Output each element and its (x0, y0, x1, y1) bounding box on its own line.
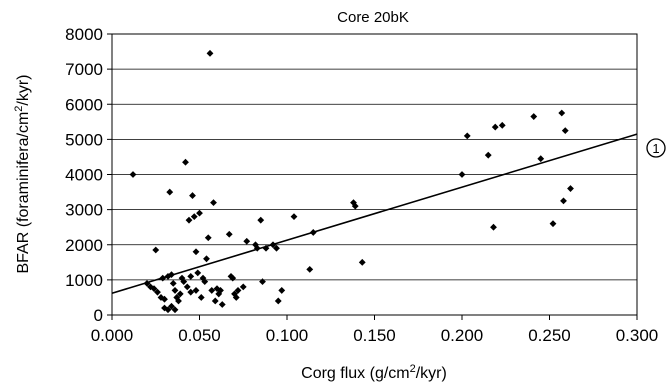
data-point (561, 127, 569, 134)
data-point (187, 272, 195, 280)
data-point (257, 216, 265, 224)
data-point (560, 197, 567, 205)
x-tick-label: 0.050 (178, 326, 221, 345)
data-point (192, 248, 200, 256)
x-tick-label: 0.150 (353, 326, 396, 345)
data-point (567, 185, 574, 192)
y-tick-label: 6000 (65, 95, 103, 114)
data-point (537, 155, 545, 163)
data-point (169, 279, 177, 287)
x-axis-label: Corg flux (g/cm2/kyr) (301, 363, 447, 382)
data-point (253, 244, 261, 252)
data-point (252, 241, 259, 249)
x-tick-label: 0.100 (266, 326, 309, 345)
data-point (187, 288, 195, 296)
y-tick-label: 0 (94, 306, 103, 325)
data-point (152, 246, 160, 254)
data-point (150, 285, 158, 293)
data-point (129, 171, 137, 178)
data-point (273, 244, 280, 252)
trendline (111, 133, 638, 294)
y-axis-ticks: 0 1000 2000 3000 4000 5000 6000 7000 8000 (65, 25, 112, 325)
data-point (239, 283, 247, 291)
data-point (190, 213, 198, 221)
data-point (210, 199, 217, 206)
data-point (217, 287, 224, 294)
data-point (498, 121, 506, 129)
x-axis-ticks: 0.000 0.050 0.100 0.150 0.200 0.250 0.300 (91, 315, 659, 345)
gridlines (112, 68, 637, 281)
data-point (161, 295, 168, 303)
data-point (171, 287, 179, 294)
data-point (290, 213, 298, 221)
x-tick-label: 0.300 (616, 326, 659, 345)
data-point (213, 285, 221, 293)
x-tick-label: 0.000 (91, 326, 134, 345)
data-point (484, 151, 492, 159)
data-point (234, 287, 242, 294)
y-tick-label: 2000 (65, 236, 103, 255)
data-point (204, 234, 212, 242)
data-points (129, 49, 574, 314)
data-point (171, 306, 179, 314)
data-point (259, 278, 266, 286)
chart-title: Core 20bK (337, 9, 409, 26)
data-point (196, 209, 203, 217)
data-point (157, 294, 165, 301)
data-point (232, 294, 240, 301)
data-point (490, 223, 497, 231)
x-tick-label: 0.250 (528, 326, 571, 345)
data-point (185, 216, 193, 224)
data-point (176, 290, 184, 298)
y-tick-label: 8000 (65, 25, 103, 44)
data-point (491, 123, 499, 131)
data-point (182, 158, 189, 166)
data-point (558, 109, 566, 117)
y-tick-label: 3000 (65, 201, 103, 220)
data-point (225, 230, 233, 238)
data-point (350, 199, 357, 206)
data-point (168, 302, 175, 310)
y-tick-label: 1000 (65, 271, 103, 290)
data-point (229, 274, 237, 282)
data-point (203, 255, 210, 263)
data-point (218, 301, 226, 308)
data-point (197, 294, 205, 301)
data-point (549, 220, 557, 228)
data-point (194, 269, 202, 277)
data-point (189, 192, 196, 199)
data-point (358, 258, 366, 266)
data-point (173, 294, 181, 301)
data-point (201, 278, 209, 286)
y-tick-label: 5000 (65, 130, 103, 149)
data-point (262, 244, 270, 252)
data-point (154, 288, 161, 296)
data-point (458, 171, 466, 178)
y-tick-label: 7000 (65, 60, 103, 79)
data-point (530, 113, 538, 120)
data-point (243, 237, 251, 245)
data-point (164, 306, 172, 314)
x-tick-label: 0.200 (441, 326, 484, 345)
data-point (175, 297, 182, 305)
data-point (180, 278, 188, 286)
data-point (192, 287, 200, 294)
data-point (274, 297, 282, 305)
data-point (306, 265, 314, 273)
data-point (351, 202, 359, 210)
y-axis-label: BFAR (foraminifera/cm2/kyr) (13, 74, 32, 273)
data-point (278, 287, 286, 294)
data-point (211, 297, 219, 305)
y-tick-label: 4000 (65, 166, 103, 185)
data-point (206, 49, 214, 57)
data-point (166, 188, 174, 196)
annotation-label: 1 (652, 141, 659, 156)
data-point (208, 287, 216, 294)
data-point (463, 132, 471, 140)
data-point (183, 283, 191, 291)
annotation-marker: 1 (646, 138, 666, 158)
